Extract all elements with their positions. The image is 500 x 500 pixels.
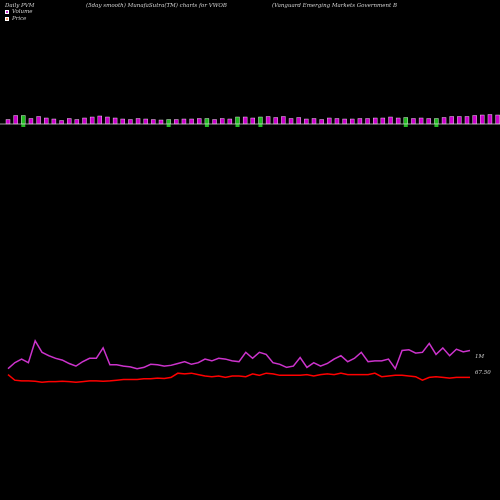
volume-bar — [365, 118, 370, 125]
volume-bar — [189, 118, 194, 125]
volume-bar — [36, 116, 41, 125]
volume-bar — [143, 118, 148, 125]
volume-bar — [197, 118, 202, 125]
volume-bar — [227, 118, 233, 125]
volume-bar-down-tick — [403, 124, 408, 127]
volume-bar — [89, 116, 95, 125]
volume-bar — [174, 119, 179, 125]
price-line-series — [7, 372, 470, 384]
legend-swatch-price — [5, 17, 9, 21]
legend-label-volume: Volume — [12, 8, 33, 15]
volume-bar — [158, 119, 164, 125]
volume-bar — [281, 116, 286, 125]
volume-bar — [480, 114, 485, 125]
volume-bar — [495, 114, 500, 125]
volume-bar — [105, 116, 110, 125]
volume-bar — [21, 115, 26, 125]
volume-axis-label: 1M — [475, 354, 484, 360]
volume-bars-group — [5, 114, 500, 127]
chart-header-company: (Vanguard Emerging Markets Government B — [272, 3, 398, 9]
volume-bar — [449, 116, 454, 125]
volume-bar — [350, 118, 355, 125]
volume-bar — [13, 115, 18, 125]
volume-bar — [242, 116, 248, 125]
volume-bar — [472, 115, 477, 125]
volume-bar — [380, 117, 386, 125]
volume-bar — [418, 117, 424, 125]
volume-bar — [334, 118, 340, 125]
volume-bar — [219, 118, 225, 125]
legend-item-volume: Volume — [5, 9, 33, 16]
volume-bar — [411, 118, 416, 125]
volume-bar — [112, 117, 118, 125]
volume-bar — [250, 117, 256, 125]
volume-bar — [388, 116, 393, 125]
volume-bar — [319, 119, 324, 125]
volume-bar — [395, 117, 401, 125]
volume-bar — [97, 115, 103, 125]
volume-bar — [373, 117, 378, 125]
volume-bar — [74, 119, 80, 125]
volume-bar — [342, 118, 347, 125]
volume-bar — [304, 118, 309, 125]
legend-item-price: Price — [5, 16, 33, 23]
volume-bar — [273, 117, 278, 125]
legend-swatch-volume — [5, 10, 9, 14]
volume-bar — [204, 118, 210, 125]
volume-bar — [235, 116, 240, 125]
legend-label-price: Price — [12, 15, 27, 22]
volume-bar — [128, 119, 133, 125]
volume-bar — [426, 118, 431, 125]
volume-bar — [487, 114, 493, 125]
volume-bar — [434, 118, 439, 125]
volume-bar — [5, 119, 11, 125]
volume-bar — [44, 117, 49, 125]
volume-bar-down-tick — [235, 124, 240, 127]
volume-bar — [51, 118, 57, 125]
volume-bar-down-tick — [166, 124, 171, 127]
volume-bar — [151, 119, 156, 125]
volume-bar-down-tick — [258, 124, 263, 127]
volume-bar — [327, 117, 332, 125]
volume-bar — [457, 116, 462, 125]
chart-legend: Volume Price — [5, 9, 33, 23]
volume-bar — [28, 118, 34, 125]
chart-header-title: (5day smooth) MunafaSutra(TM) charts for… — [86, 3, 227, 9]
volume-bar — [166, 119, 171, 125]
volume-bar — [59, 120, 64, 125]
volume-bar-down-tick — [434, 124, 439, 127]
volume-bar — [403, 117, 408, 125]
volume-bar — [311, 118, 317, 125]
volume-bar-down-tick — [21, 124, 26, 127]
volume-bar — [464, 116, 470, 125]
volume-bar — [135, 118, 141, 125]
volume-bar — [82, 117, 87, 125]
volume-bar — [441, 117, 447, 125]
volume-bar — [66, 118, 72, 125]
volume-bar — [296, 117, 301, 125]
volume-line-series — [7, 339, 471, 371]
volume-bar — [288, 118, 294, 125]
volume-bar — [258, 116, 263, 125]
volume-bar — [265, 116, 271, 125]
volume-bar — [212, 119, 217, 125]
chart-header-left: Daily PVM — [5, 3, 35, 9]
volume-bar — [357, 118, 363, 125]
volume-bar — [120, 118, 125, 125]
volume-bar-down-tick — [204, 124, 209, 127]
price-axis-label: 67.50 — [475, 370, 491, 376]
volume-bar — [181, 118, 187, 125]
